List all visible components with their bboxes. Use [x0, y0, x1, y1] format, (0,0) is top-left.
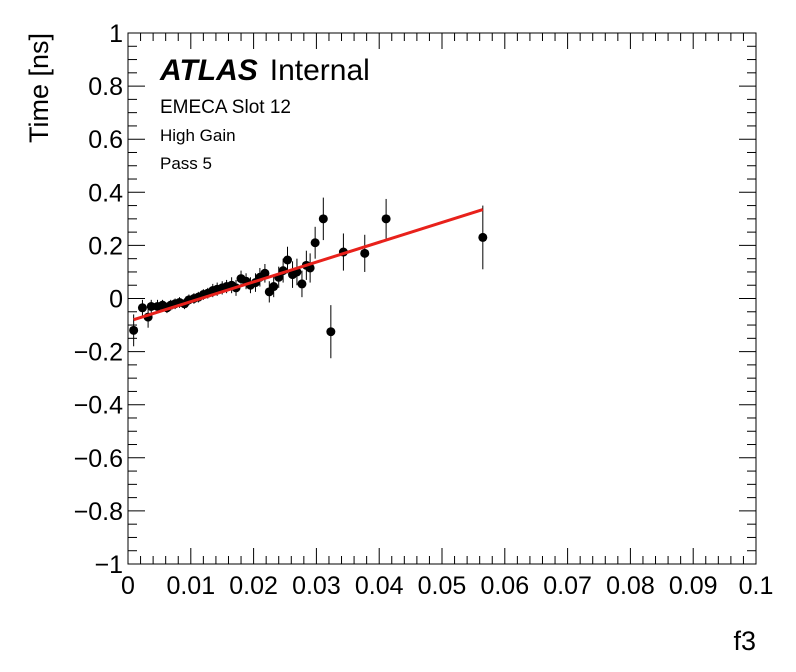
atlas-internal-text: Internal [270, 54, 370, 87]
data-point [297, 279, 307, 289]
y-tick-label: −0.4 [74, 392, 123, 420]
y-tick-label: 0.6 [88, 126, 123, 154]
data-point [360, 248, 370, 258]
fit-line [133, 208, 484, 322]
x-tick-label: 0.09 [669, 572, 718, 600]
data-point [310, 238, 320, 248]
y-tick-label: 0 [109, 286, 123, 314]
x-tick-label: 0.06 [480, 572, 529, 600]
y-tick-label: 0.4 [88, 179, 123, 207]
x-tick-label: 0.08 [606, 572, 655, 600]
data-point [283, 255, 293, 265]
x-tick-label: 0.05 [418, 572, 467, 600]
y-tick-label: 0.2 [88, 232, 123, 260]
x-tick-label: 0 [121, 572, 135, 600]
y-tick-label: −0.2 [74, 339, 123, 367]
data-points [129, 214, 488, 337]
data-point [269, 282, 279, 292]
data-point [129, 325, 139, 335]
data-point [381, 214, 391, 224]
y-tick-label: −0.8 [74, 498, 123, 526]
x-tick-label: 0.02 [229, 572, 278, 600]
error-bars [133, 197, 484, 359]
data-point [326, 327, 336, 337]
data-point [260, 268, 270, 278]
annotation-gain: High Gain [160, 126, 236, 145]
y-axis-title: Time [ns] [24, 33, 54, 143]
y-tick-label: −1 [94, 551, 123, 579]
x-axis-title: f3 [733, 626, 756, 656]
annotation-pass: Pass 5 [160, 154, 212, 173]
y-tick-label: 0.8 [88, 73, 123, 101]
y-tick-label: −0.6 [74, 445, 123, 473]
y-tick-label: 1 [109, 20, 123, 48]
axis-ticks [127, 32, 757, 565]
data-point [318, 214, 328, 224]
axis-tick-labels: 0 0.01 0.02 0.03 0.04 0.05 0.06 0.07 0.08 0.09 0.1… [74, 20, 774, 600]
x-tick-label: 0.01 [166, 572, 215, 600]
x-tick-label: 0.03 [292, 572, 341, 600]
annotation-slot: EMECA Slot 12 [160, 97, 291, 118]
data-point [137, 303, 147, 313]
data-point [478, 232, 488, 242]
atlas-label: ATLAS Internal [159, 54, 370, 87]
data-point [146, 301, 156, 311]
x-tick-label: 0.04 [355, 572, 404, 600]
x-tick-label: 0.07 [543, 572, 592, 600]
atlas-bold-text: ATLAS [159, 54, 258, 87]
x-tick-label: 0.1 [739, 572, 774, 600]
